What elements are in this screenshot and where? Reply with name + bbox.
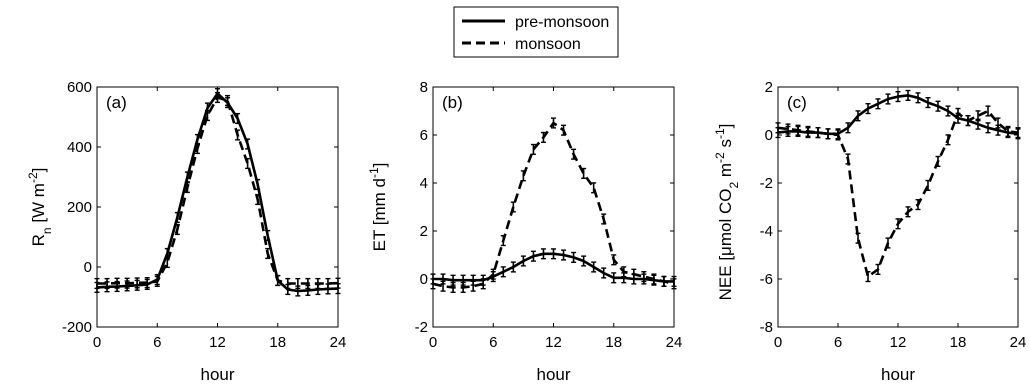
panel-c-ytick-label: 0 xyxy=(765,127,773,144)
panel-c-xlabel: hour xyxy=(881,365,915,384)
panel-c-lines xyxy=(775,89,1021,283)
panel-a-xlabel: hour xyxy=(200,365,234,384)
panel-c-ylabel-main: NEE [ xyxy=(716,256,735,301)
legend-box xyxy=(453,6,619,58)
panel-a-xtick-label: 0 xyxy=(93,334,101,351)
panel-c-ytick-label: 2 xyxy=(765,79,773,96)
panel-a-ytick-label: 600 xyxy=(67,79,92,96)
panel-c-label: (c) xyxy=(787,93,807,112)
panel-c-ylabel-s: s xyxy=(716,139,735,152)
panel-c-ylabel-mid: mol CO xyxy=(716,189,735,247)
panel-a-ylabel-unit-end: ] xyxy=(29,168,48,173)
panel-c-frame xyxy=(777,86,1019,328)
panel-a-xtick-label: 18 xyxy=(269,334,286,351)
panel-b-ytick-label: 4 xyxy=(420,175,428,192)
panel-b-ytick-label: -2 xyxy=(415,319,428,336)
panel-a-ytick-label: 0 xyxy=(84,259,92,276)
panel-a-xtick-label: 12 xyxy=(209,334,226,351)
panel-b-ytick-label: 0 xyxy=(420,271,428,288)
panel-a-lines xyxy=(94,88,341,297)
panel-b-xtick-label: 6 xyxy=(489,334,497,351)
panel-a-ylabel-main: R xyxy=(29,234,48,246)
panel-a-ylabel-unit: [W m xyxy=(29,183,48,227)
panel-c-ylabel-m: m xyxy=(716,163,735,182)
panel-a-ytick-label: 200 xyxy=(67,199,92,216)
panel-c-ytick-label: -4 xyxy=(760,223,773,240)
panel-b-label: (b) xyxy=(442,93,463,112)
panel-a-xtick-label: 6 xyxy=(153,334,161,351)
panel-a-ylabel-sub: n xyxy=(40,227,54,234)
panel-b-ylabel: ET [mm d-1] xyxy=(367,163,389,252)
panel-c-xtick-label: 6 xyxy=(834,334,842,351)
panel-c-ylabel-sup1: -2 xyxy=(713,152,727,163)
panel-c-xtick-label: 18 xyxy=(950,334,967,351)
panel-c-ticks: 0 6 12 18 24 -8 -6 -4 -2 0 2 xyxy=(760,79,1027,351)
panel-b-ylabel-main: ET [mm d xyxy=(370,178,389,251)
panel-c-series-monsoon xyxy=(777,109,1019,278)
panel-a-ytick-label: 400 xyxy=(67,139,92,156)
panel-b-ytick-label: 8 xyxy=(420,79,428,96)
panel-a-ytick-label: -200 xyxy=(62,319,92,336)
panel-a-xtick-label: 24 xyxy=(330,334,347,351)
panel-c-xtick-label: 0 xyxy=(774,334,782,351)
panel-b-series-monsoon xyxy=(432,121,675,289)
panel-a-label: (a) xyxy=(106,93,127,112)
panel-c-ylabel-sup2: -1 xyxy=(713,128,727,139)
panel-b-xtick-label: 0 xyxy=(429,334,437,351)
panel-b-ytick-label: 2 xyxy=(420,223,428,240)
panel-c-ytick-label: -6 xyxy=(760,271,773,288)
panel-a-series-monsoon xyxy=(97,96,339,285)
panel-b-xtick-label: 24 xyxy=(666,334,683,351)
panel-c-ytick-label: -2 xyxy=(760,175,773,192)
panel-b-lines xyxy=(430,117,677,293)
panel-b-xlabel: hour xyxy=(536,365,570,384)
panel-b-ylabel-sup: -1 xyxy=(367,167,381,178)
panel-b-xtick-label: 12 xyxy=(545,334,562,351)
panel-a-series-pre-monsoon xyxy=(96,92,339,293)
legend-label-pre-monsoon: pre-monsoon xyxy=(515,14,609,31)
legend-label-monsoon: monsoon xyxy=(515,36,581,53)
panel-c-xtick-label: 12 xyxy=(890,334,907,351)
panel-b-ylabel-end: ] xyxy=(370,163,389,168)
panel-c-ylabel-sub: 2 xyxy=(727,182,741,189)
panel-c-ylabel: NEE [μmol CO2 m-2 s-1] xyxy=(713,124,741,301)
panel-b-ytick-label: 6 xyxy=(420,127,428,144)
panel-a-ylabel-unit-sup: -2 xyxy=(26,172,40,183)
panel-a-ylabel: Rn [W m-2] xyxy=(26,168,54,247)
panel-c-ylabel-mu: μ xyxy=(716,246,735,256)
panel-b-xtick-label: 18 xyxy=(605,334,622,351)
panel-c-xtick-label: 24 xyxy=(1010,334,1027,351)
panel-c-ytick-label: -8 xyxy=(760,319,773,336)
legend: pre-monsoon monsoon xyxy=(453,6,619,58)
panel-c: 0 6 12 18 24 -8 -6 -4 -2 0 2 (c) hour NEE [μmol CO… xyxy=(713,79,1026,384)
panel-c-ylabel-end: ] xyxy=(716,124,735,129)
